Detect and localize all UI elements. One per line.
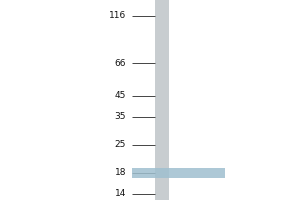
Text: 18: 18 [115,168,126,177]
Text: 35: 35 [115,112,126,121]
Text: 14: 14 [115,189,126,198]
Text: 45: 45 [115,91,126,100]
Text: 25: 25 [115,140,126,149]
Bar [132,168,225,178]
Bar [154,0,169,200]
Text: 116: 116 [109,11,126,20]
Text: 66: 66 [115,59,126,68]
